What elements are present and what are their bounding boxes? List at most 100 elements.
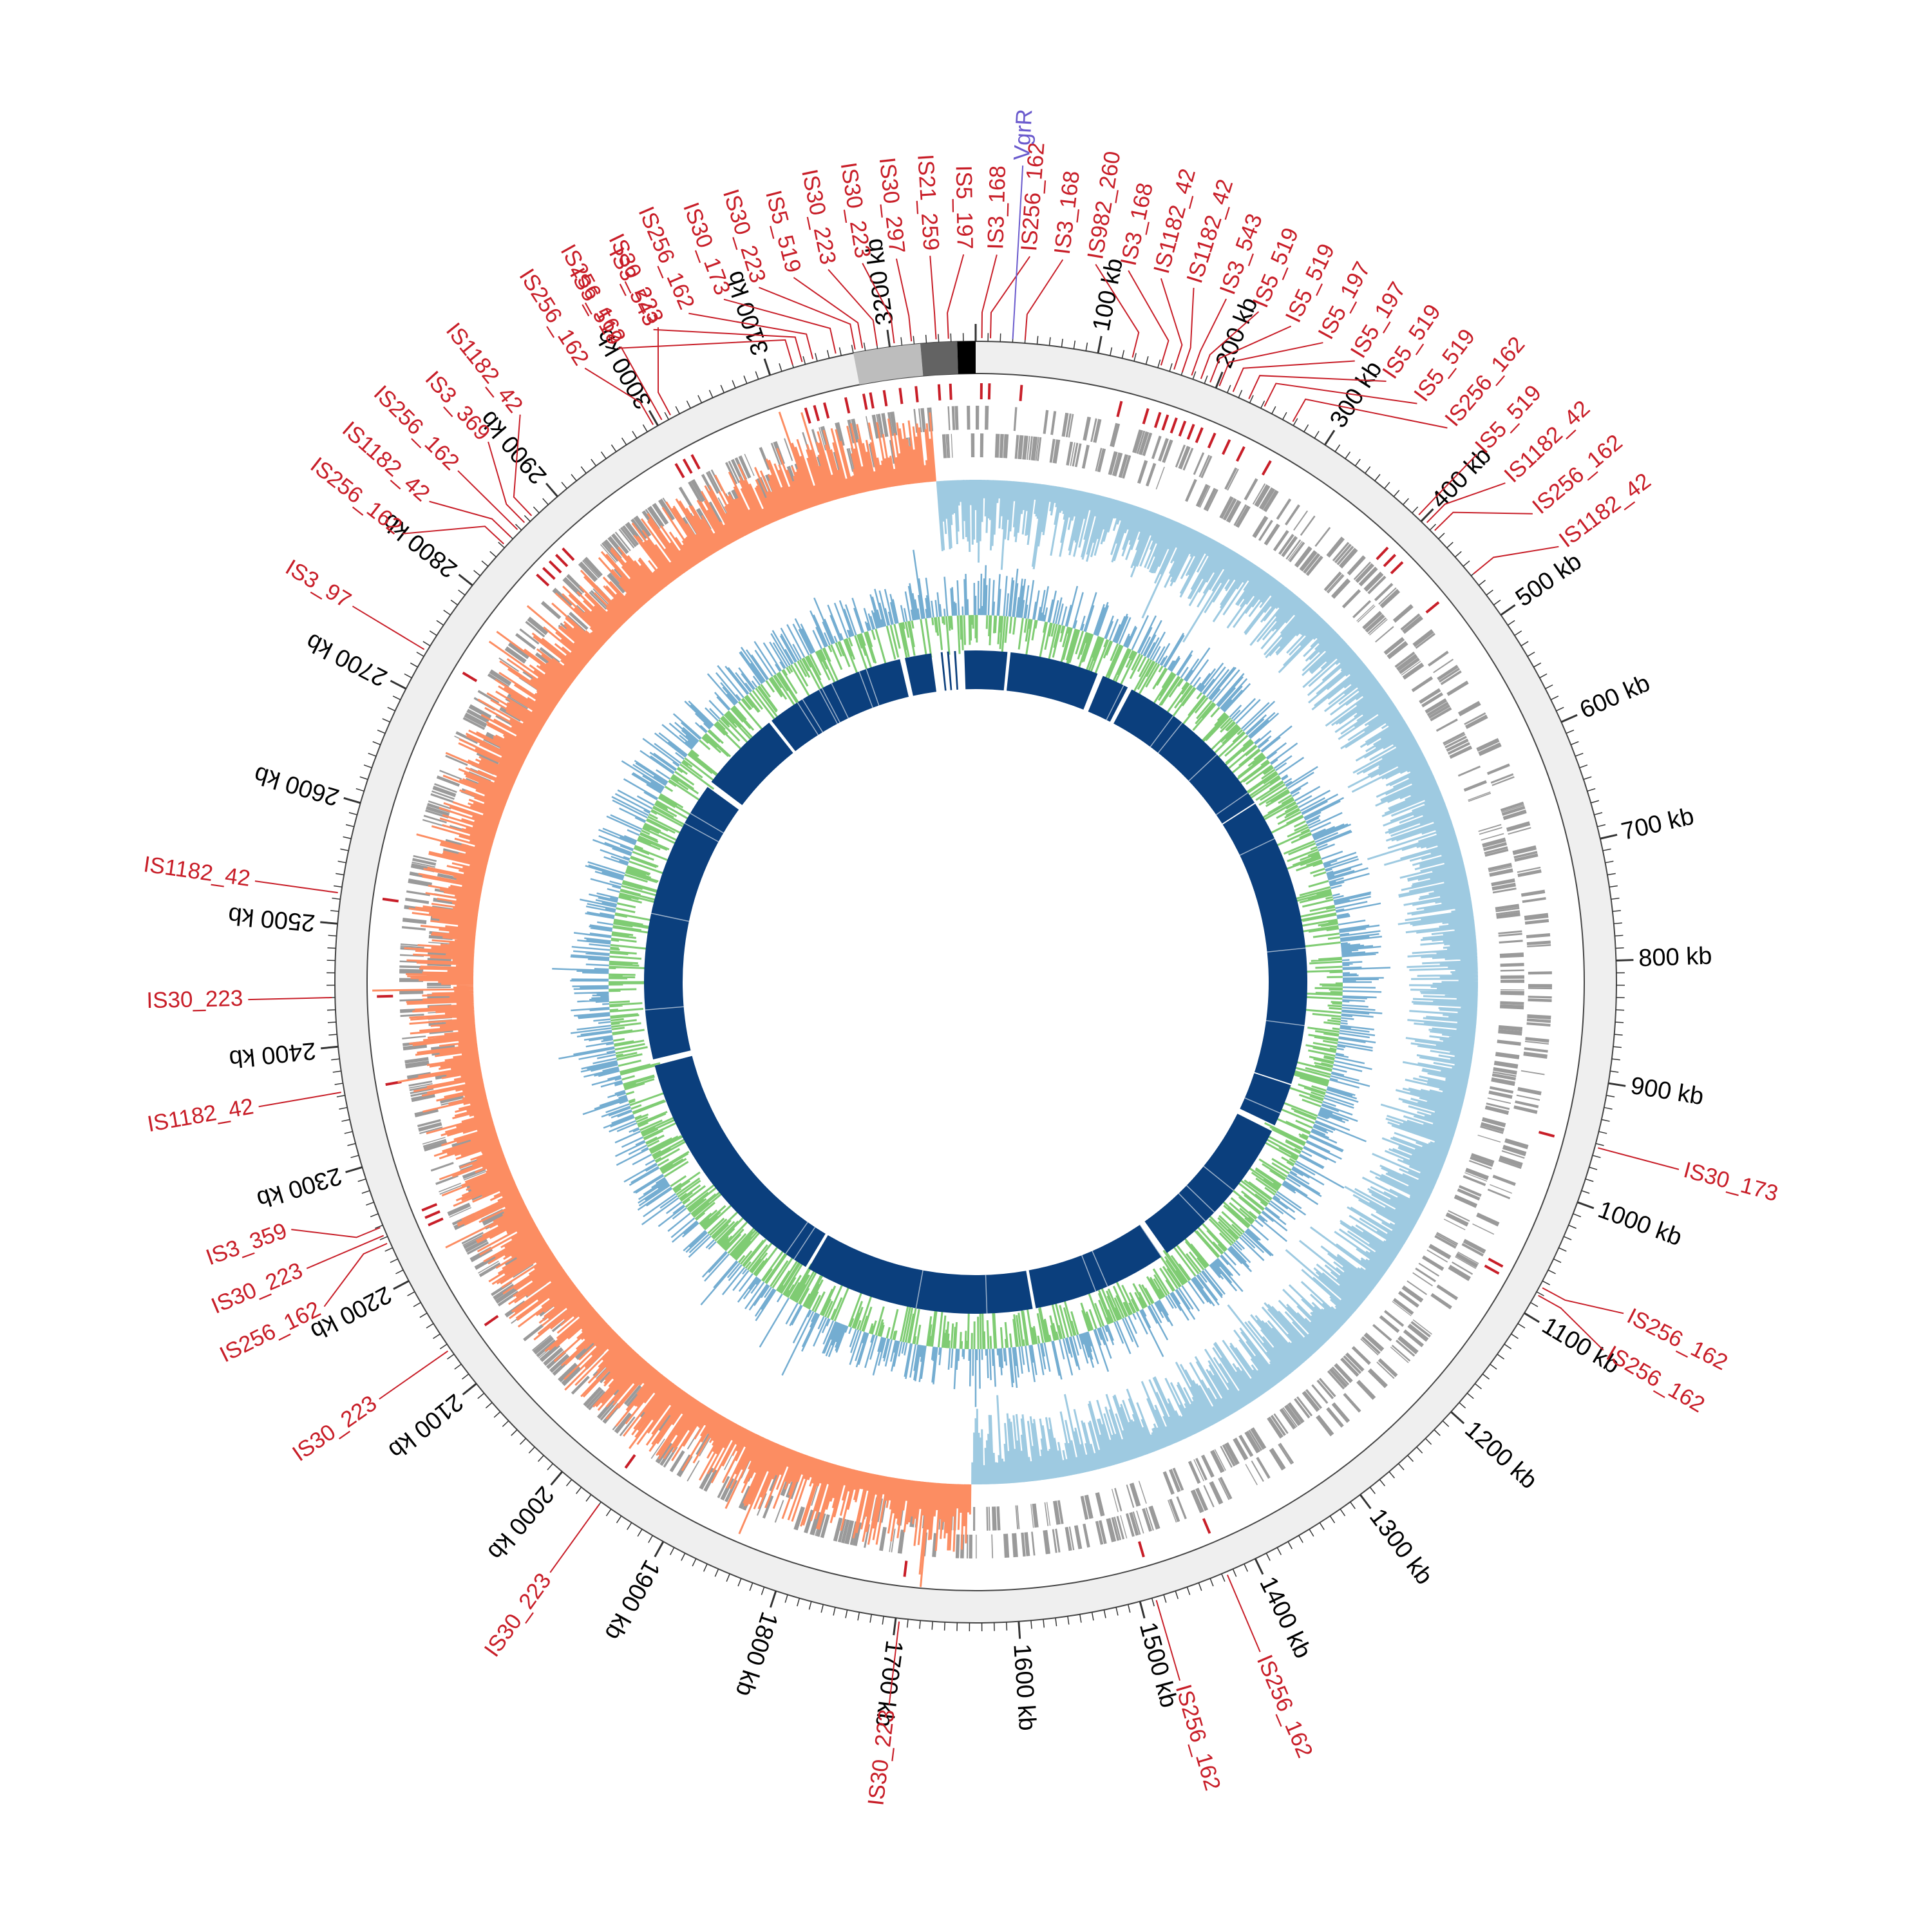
gene-feature xyxy=(478,1260,499,1274)
gene-feature xyxy=(400,945,424,949)
minor-tick xyxy=(571,474,577,482)
minor-tick xyxy=(906,1619,909,1628)
minor-tick xyxy=(1601,1119,1610,1122)
minor-tick xyxy=(390,1258,398,1264)
minor-tick xyxy=(1504,1343,1512,1350)
is-element-mark xyxy=(1488,1257,1504,1268)
is-element-mark xyxy=(624,1454,636,1469)
minor-tick xyxy=(359,776,368,780)
gene-feature xyxy=(428,800,451,810)
minor-tick xyxy=(1594,812,1603,815)
gene-feature xyxy=(1287,1402,1305,1424)
gene-feature xyxy=(1083,416,1092,441)
minor-tick xyxy=(1204,375,1208,384)
gene-feature xyxy=(1200,1454,1215,1478)
gene-feature xyxy=(971,433,975,458)
gene-feature xyxy=(431,1044,455,1051)
gene-feature xyxy=(1114,1488,1122,1511)
gene-feature xyxy=(1484,848,1509,857)
minor-tick xyxy=(1085,342,1088,351)
highlight-block xyxy=(853,343,923,385)
gene-feature xyxy=(1500,975,1524,980)
minor-tick xyxy=(1048,337,1051,346)
gene-feature xyxy=(1299,550,1318,572)
minor-tick xyxy=(498,542,505,549)
gene-feature xyxy=(951,433,953,458)
minor-tick xyxy=(1412,506,1419,514)
minor-tick xyxy=(363,764,372,768)
minor-tick xyxy=(1575,752,1584,757)
is-leader-line xyxy=(306,1235,384,1269)
minor-tick xyxy=(1175,1591,1179,1599)
gene-feature xyxy=(1422,1255,1444,1271)
minor-tick xyxy=(1486,589,1493,596)
gene-feature xyxy=(1052,1501,1061,1525)
minor-tick xyxy=(1613,1046,1622,1048)
minor-tick xyxy=(779,363,782,372)
is-element-mark xyxy=(1195,427,1204,444)
gene-feature xyxy=(820,1514,830,1539)
is-leader-line xyxy=(584,367,654,425)
gene-feature xyxy=(1111,1517,1120,1541)
minor-tick xyxy=(732,380,736,388)
gene-feature xyxy=(1379,1315,1400,1333)
minor-tick xyxy=(481,560,489,567)
is-leader-line xyxy=(1226,1575,1261,1653)
gene-feature xyxy=(400,1014,424,1018)
minor-tick xyxy=(1563,1236,1572,1240)
gene-feature xyxy=(1489,868,1513,877)
gc-skew-positive xyxy=(936,479,1479,1485)
gene-feature xyxy=(1496,911,1520,919)
minor-tick xyxy=(384,1247,393,1252)
minor-tick xyxy=(1611,897,1620,900)
minor-tick xyxy=(1497,1354,1505,1360)
gene-feature xyxy=(1122,455,1132,479)
major-tick xyxy=(1254,1558,1264,1575)
is-element-mark xyxy=(690,454,701,470)
minor-tick xyxy=(1455,551,1462,558)
gene-feature xyxy=(1468,792,1492,802)
conserved-block xyxy=(654,1056,826,1267)
minor-tick xyxy=(1271,406,1276,414)
gene-feature xyxy=(708,471,721,493)
gene-feature xyxy=(1449,745,1473,759)
major-tick xyxy=(1600,833,1618,840)
gene-feature xyxy=(596,1398,616,1419)
is-element-label: IS256_162 xyxy=(1252,1651,1318,1761)
gene-feature xyxy=(1419,688,1441,704)
gene-feature xyxy=(1383,637,1405,655)
gene-feature xyxy=(1469,1160,1492,1170)
gene-feature xyxy=(1252,483,1266,505)
is-element-mark xyxy=(424,1210,440,1219)
is-leader-line xyxy=(793,277,864,348)
gene-feature xyxy=(1394,651,1416,668)
gene-feature xyxy=(1052,1529,1057,1553)
minor-tick xyxy=(344,1131,353,1134)
is-element-mark xyxy=(1019,384,1023,401)
gene-feature xyxy=(1227,468,1239,491)
gene-feature xyxy=(1463,780,1487,792)
block-separator xyxy=(1139,1224,1162,1257)
gene-feature xyxy=(1219,1477,1233,1500)
gene-feature xyxy=(1498,1029,1522,1036)
gene-feature xyxy=(1195,1457,1208,1481)
gene-feature xyxy=(1273,1413,1289,1434)
major-tick xyxy=(1608,1082,1626,1087)
gene-feature xyxy=(408,1080,433,1087)
block-separator xyxy=(1106,685,1124,721)
minor-tick xyxy=(632,431,638,439)
is-element-mark xyxy=(1161,414,1170,431)
minor-tick xyxy=(1103,1609,1106,1618)
gene-feature xyxy=(1112,452,1120,476)
gene-feature xyxy=(1251,1460,1264,1482)
gene-feature xyxy=(1402,615,1423,634)
is-element-mark xyxy=(428,1217,444,1227)
gene-feature xyxy=(1443,1218,1466,1231)
conserved-block-ring xyxy=(644,650,1307,1314)
minor-tick xyxy=(343,836,352,839)
gene-feature xyxy=(1303,553,1321,574)
block-separator xyxy=(1186,1185,1215,1213)
minor-tick xyxy=(337,860,346,864)
is-element-label: IS5_519 xyxy=(761,187,806,275)
minor-tick xyxy=(815,353,818,362)
